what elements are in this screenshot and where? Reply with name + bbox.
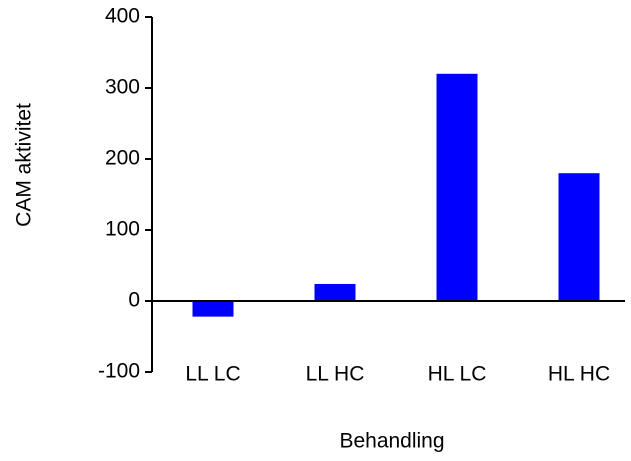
- x-tick-label: LL LC: [185, 363, 240, 386]
- y-tick-label: 400: [105, 5, 140, 28]
- y-tick-label: 100: [105, 218, 140, 241]
- x-axis-label: Behandling: [339, 430, 444, 453]
- x-tick-label: HL LC: [428, 363, 487, 386]
- y-tick-label: 300: [105, 76, 140, 99]
- bar: [436, 73, 478, 301]
- y-tick-label: -100: [98, 360, 140, 383]
- bar: [192, 301, 234, 317]
- bar: [558, 173, 600, 301]
- y-axis-label: CAM aktivitet: [13, 103, 36, 227]
- x-tick-label: LL HC: [306, 363, 365, 386]
- y-tick-label: 200: [105, 147, 140, 170]
- y-tick-label: 0: [128, 289, 140, 312]
- x-tick-label: HL HC: [548, 363, 610, 386]
- bar: [314, 283, 356, 301]
